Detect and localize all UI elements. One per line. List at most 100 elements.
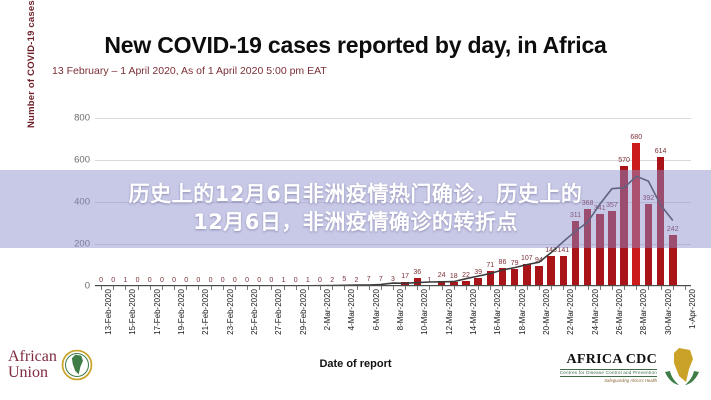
- bar-value-label: 7: [366, 275, 371, 283]
- x-axis-tick: [526, 286, 528, 290]
- y-axis-tick-label: 200: [74, 238, 90, 250]
- x-axis-tick: [161, 286, 163, 290]
- bar-value-label: 570: [618, 157, 630, 165]
- bar-value-label: 0: [135, 277, 140, 284]
- x-axis-tick: [465, 286, 467, 290]
- x-axis-tick-label: 27-Feb-2020: [274, 289, 284, 335]
- africa-cdc-name: AFRICA CDC: [566, 351, 657, 367]
- bar-value-label: 2: [330, 276, 335, 284]
- chart-subtitle: 13 February – 1 April 2020, As of 1 Apri…: [52, 65, 327, 77]
- bar-value-label: 5: [342, 275, 347, 283]
- africa-cdc-tagline: Safeguarding Africa's Health: [604, 378, 657, 383]
- bar-value-label: 7: [378, 275, 383, 283]
- x-axis-tick: [672, 286, 674, 290]
- x-axis-tick: [247, 286, 249, 290]
- bar-value-label: 107: [520, 254, 533, 262]
- x-axis-tick-label: 1-Apr-2020: [687, 289, 697, 330]
- chinese-overlay-banner: 历史上的12月6日非洲疫情热门确诊，历史上的 12月6日，非洲疫情确诊的转折点: [0, 170, 711, 248]
- bar-value-label: 0: [208, 277, 213, 284]
- x-axis-line: [95, 285, 691, 286]
- x-axis-tick-label: 25-Feb-2020: [250, 289, 260, 335]
- bar-value-label: 86: [498, 258, 507, 266]
- bar-value-label: 0: [184, 277, 189, 284]
- bar-value-label: 3: [391, 276, 395, 284]
- x-axis-tick: [259, 286, 261, 290]
- x-axis-tick: [611, 286, 613, 290]
- x-axis-tick: [502, 286, 504, 290]
- bar-value-label: 0: [257, 277, 262, 284]
- x-axis-tick: [417, 286, 419, 290]
- bar-value-label: 18: [449, 273, 458, 281]
- bar-value-label: 71: [486, 262, 495, 270]
- x-axis-tick: [624, 286, 626, 290]
- x-axis-tick: [174, 286, 176, 290]
- x-axis-tick: [490, 286, 492, 290]
- x-axis-title: Date of report: [319, 358, 392, 370]
- africa-map-hands-emblem-icon: [665, 348, 699, 385]
- x-axis-tick: [429, 286, 431, 290]
- x-axis-tick: [551, 286, 553, 290]
- y-axis-tick-label: 0: [84, 280, 90, 292]
- gridline: [95, 160, 691, 161]
- african-union-line1: African: [8, 348, 57, 365]
- y-axis-title: Number of COVID-19 cases: [26, 0, 37, 128]
- bar-value-label: 141: [557, 247, 570, 255]
- x-axis-tick-label: 23-Feb-2020: [225, 289, 235, 335]
- bar-value-label: 94: [535, 257, 543, 265]
- x-axis-tick-label: 15-Feb-2020: [128, 289, 138, 335]
- bar-value-label: 614: [654, 148, 667, 156]
- bar: [559, 256, 568, 286]
- x-axis-tick: [538, 286, 540, 290]
- x-axis-tick: [441, 286, 443, 290]
- african-union-logo: African Union: [8, 348, 94, 382]
- bar-value-label: 22: [462, 272, 470, 280]
- x-axis-tick: [234, 286, 236, 290]
- x-axis-tick-label: 21-Feb-2020: [201, 289, 211, 335]
- bar-value-label: 2: [354, 276, 359, 284]
- bar: [498, 267, 507, 286]
- africa-cdc-subtitle: Centres for Disease Control and Preventi…: [559, 368, 657, 377]
- bar-value-label: 0: [111, 277, 116, 284]
- bar-value-label: 0: [147, 277, 152, 284]
- x-axis-tick-label: 26-Mar-2020: [614, 289, 624, 335]
- y-axis-tick-label: 400: [74, 196, 90, 208]
- bar-value-label: 36: [413, 269, 422, 277]
- x-axis-tick: [393, 286, 394, 290]
- african-union-line2: Union: [8, 364, 48, 381]
- bar-value-label: 680: [630, 134, 643, 142]
- bar-value-label: 0: [172, 277, 176, 284]
- gridline: [95, 118, 691, 119]
- x-axis-tick: [332, 286, 334, 290]
- x-axis-tick-label: 10-Mar-2020: [420, 289, 430, 335]
- x-axis-tick-label: 30-Mar-2020: [663, 289, 673, 335]
- bar-value-label: 1: [281, 276, 286, 284]
- x-axis-tick: [575, 286, 577, 290]
- bar-value-label: 0: [318, 277, 322, 284]
- x-axis-tick: [514, 286, 516, 290]
- x-axis-tick-label: 14-Mar-2020: [468, 289, 478, 335]
- x-axis-tick: [125, 286, 127, 290]
- y-axis-tick-label: 600: [74, 154, 90, 166]
- bar-column[interactable]: 0: [97, 118, 105, 286]
- bar-value-label: 0: [232, 277, 237, 284]
- x-axis-tick: [356, 286, 358, 290]
- x-axis-tick: [478, 286, 480, 290]
- bar-value-label: 0: [220, 277, 225, 284]
- x-axis-tick-label: 18-Mar-2020: [517, 289, 527, 335]
- x-axis-tick: [636, 286, 638, 290]
- bar-value-label: 1: [427, 276, 432, 284]
- x-axis-tick: [368, 286, 370, 290]
- bar-value-label: 24: [437, 271, 446, 279]
- x-axis-tick-label: 24-Mar-2020: [590, 289, 600, 335]
- x-axis-tick-label: 17-Feb-2020: [152, 289, 162, 335]
- x-axis-tick: [271, 286, 273, 290]
- x-axis-tick: [453, 286, 455, 290]
- x-axis-tick-label: 19-Feb-2020: [177, 289, 187, 335]
- page-title: New COVID-19 cases reported by day, in A…: [104, 32, 607, 58]
- bar: [486, 271, 495, 286]
- africa-map-emblem-icon: [61, 349, 93, 381]
- bar: [535, 266, 543, 286]
- x-axis-tick: [648, 286, 650, 290]
